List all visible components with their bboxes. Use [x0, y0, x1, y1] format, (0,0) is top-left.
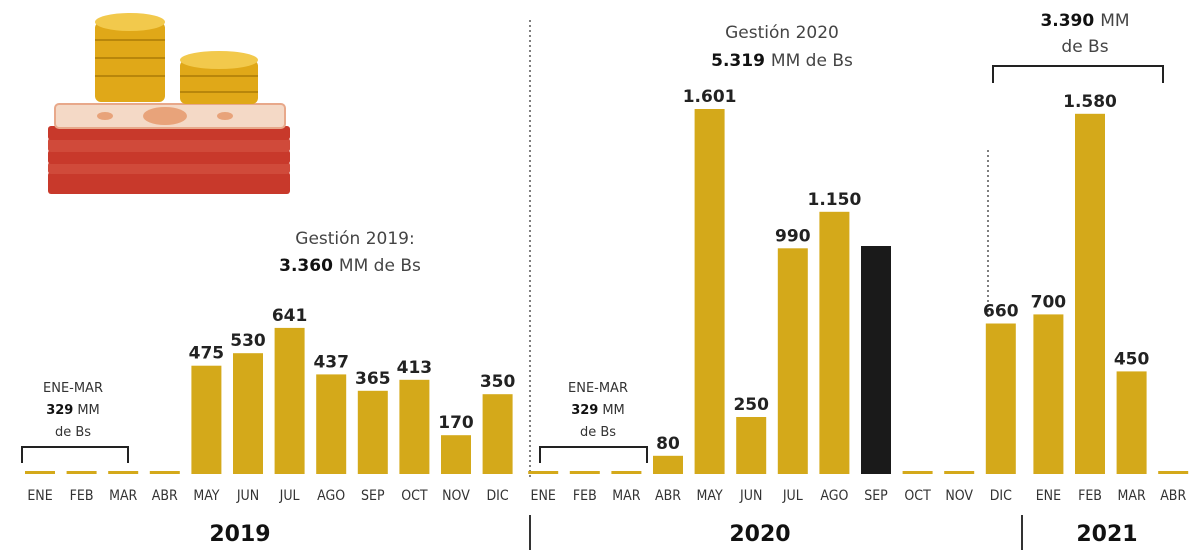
bar-feb-1: [66, 471, 97, 474]
bar-oct-21: [902, 471, 933, 474]
bar-jul-6: [274, 327, 305, 474]
bar-sep-20: [861, 246, 891, 474]
bar-abr-27: [1158, 471, 1189, 474]
bar-ago-19: [819, 211, 850, 475]
enemar-2019-line1: ENE-MAR: [43, 381, 103, 396]
month-label: DIC: [990, 488, 1012, 504]
value-label: 250: [733, 395, 769, 415]
bar-jul-18: [777, 248, 808, 474]
value-label: 990: [775, 226, 811, 246]
month-label: JUL: [279, 488, 300, 504]
month-label: ENE: [531, 488, 556, 504]
value-label: 80: [656, 434, 680, 454]
month-label: FEB: [70, 488, 94, 504]
month-label: AGO: [317, 488, 345, 504]
bar-feb-13: [569, 471, 600, 474]
year-label-2019: 2019: [209, 522, 270, 547]
value-label: 365: [355, 369, 391, 389]
g2020-line1: Gestión 2020: [725, 23, 839, 43]
month-label: ENE: [27, 488, 52, 504]
bar-may-4: [191, 365, 222, 474]
value-label: 660: [983, 302, 1019, 322]
bar-ago-7: [316, 374, 347, 474]
value-label: 450: [1114, 349, 1150, 369]
g2020-total: 5.319 MM de Bs: [711, 51, 853, 71]
bar-ene-0: [25, 471, 55, 474]
value-label: 530: [230, 331, 266, 351]
month-label: MAY: [193, 488, 219, 504]
month-label: JUN: [236, 488, 259, 504]
month-label: NOV: [442, 488, 470, 504]
value-label: 1.580: [1063, 92, 1117, 112]
g2019-line1: Gestión 2019:: [295, 229, 414, 249]
month-label: ABR: [152, 488, 178, 504]
bar-mar-14: [611, 471, 642, 474]
month-label: MAR: [1117, 488, 1145, 504]
value-label: 350: [480, 372, 516, 392]
month-labels-group: ENE FEB MAR ABR MAY JUN JUL AGO SEP OCT NOV DIC ENE F…: [27, 488, 1186, 504]
bracket-enemar-2020: [539, 446, 648, 463]
bracket-enemar-2019: [21, 446, 129, 463]
enemar-2020-line2: 329 MM: [571, 403, 625, 418]
bracket-2021: [992, 65, 1164, 83]
bar-mar-26: [1116, 371, 1147, 474]
year-label-2021: 2021: [1076, 522, 1137, 547]
bar-nov-10: [441, 435, 471, 474]
month-label: JUL: [782, 488, 803, 504]
bar-feb-25: [1075, 113, 1105, 475]
bar-oct-9: [399, 379, 430, 474]
value-label: 437: [313, 352, 349, 372]
month-label: AGO: [820, 488, 848, 504]
month-label: MAR: [612, 488, 640, 504]
value-label: 413: [397, 358, 433, 378]
bar-dic-23: [985, 323, 1016, 474]
bar-abr-15: [653, 455, 683, 474]
g2021-total: 3.390 MM: [1040, 11, 1129, 31]
bar-may-16: [694, 109, 725, 474]
money-stack-icon: [48, 13, 290, 194]
bar-sep-8: [357, 390, 388, 474]
enemar-2019-line3: de Bs: [55, 425, 91, 440]
value-label: 170: [438, 413, 474, 433]
enemar-2019-line2: 329 MM: [46, 403, 100, 418]
g2019-total: 3.360 MM de Bs: [279, 256, 421, 276]
month-label: FEB: [1078, 488, 1102, 504]
bar-mar-2: [108, 471, 139, 474]
month-label: OCT: [401, 488, 428, 504]
bar-jun-17: [736, 417, 767, 474]
g2021-unit: de Bs: [1061, 37, 1108, 57]
value-label: 475: [189, 344, 225, 364]
month-label: MAY: [697, 488, 723, 504]
month-label: JUN: [739, 488, 762, 504]
bar-nov-22: [944, 471, 975, 474]
year-label-2020: 2020: [729, 522, 790, 547]
enemar-2020-line3: de Bs: [580, 425, 616, 440]
value-label: 1.601: [683, 87, 737, 107]
value-label: 1.150: [808, 190, 862, 210]
bar-dic-11: [482, 394, 513, 474]
bar-abr-3: [149, 471, 180, 474]
month-label: SEP: [864, 488, 888, 504]
value-label: 641: [272, 306, 308, 326]
value-label: 700: [1031, 292, 1067, 312]
month-label: OCT: [904, 488, 931, 504]
month-label: FEB: [573, 488, 597, 504]
month-label: ABR: [655, 488, 681, 504]
month-label: NOV: [945, 488, 973, 504]
bar-ene-12: [528, 471, 559, 474]
enemar-2020-line1: ENE-MAR: [568, 381, 628, 396]
month-label: ENE: [1036, 488, 1061, 504]
bar-ene-24: [1033, 314, 1064, 474]
bars-group: [25, 109, 1189, 475]
bar-jun-5: [233, 353, 263, 474]
month-label: DIC: [486, 488, 508, 504]
month-label: MAR: [109, 488, 137, 504]
month-label: SEP: [361, 488, 385, 504]
month-label: ABR: [1160, 488, 1186, 504]
